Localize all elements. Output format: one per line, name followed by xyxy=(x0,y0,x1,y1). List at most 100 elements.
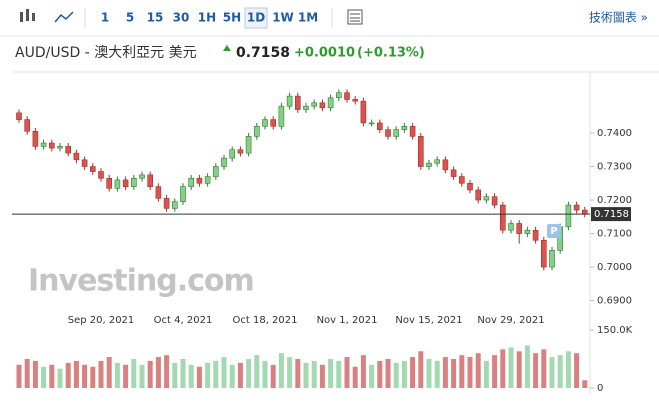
candle-body xyxy=(73,152,80,161)
candle-body xyxy=(581,209,588,215)
volume-bar xyxy=(278,353,284,388)
candle-body xyxy=(65,146,71,154)
volume-bar xyxy=(196,366,202,388)
x-tick-label: Nov 1, 2021 xyxy=(317,315,378,326)
candle-body xyxy=(98,171,104,179)
volume-bar xyxy=(131,359,137,388)
volume-bar xyxy=(98,360,104,388)
volume-bar xyxy=(434,360,440,388)
volume-bar xyxy=(303,362,309,388)
volume-bar xyxy=(516,351,522,388)
volume-bar xyxy=(352,366,358,388)
candle-body xyxy=(335,92,342,99)
current-price-label: 0.7158 xyxy=(594,209,629,220)
volume-bar xyxy=(360,355,366,388)
candle-body xyxy=(57,146,63,149)
interval-button[interactable]: 5H xyxy=(223,11,241,25)
y2-tick-label: 0 xyxy=(597,383,603,394)
y-tick-label: 0.7000 xyxy=(597,262,632,273)
candle-body xyxy=(467,182,473,191)
volume-bar xyxy=(369,364,375,388)
candle-body xyxy=(131,177,137,187)
candle-body xyxy=(229,149,235,159)
volume-bar xyxy=(467,357,473,388)
volume-bar xyxy=(213,360,219,388)
candle-body xyxy=(442,159,449,171)
volume-bar xyxy=(344,357,350,388)
volume-bar xyxy=(155,357,161,388)
candle-body xyxy=(262,119,268,127)
volume-bar xyxy=(401,360,407,388)
volume-bar xyxy=(508,347,514,388)
volume-bar xyxy=(147,360,153,388)
interval-button[interactable]: 30 xyxy=(173,11,190,25)
candle-body xyxy=(540,239,547,268)
candle-body xyxy=(573,204,580,211)
candle-body xyxy=(24,119,31,132)
interval-button[interactable]: 5 xyxy=(126,11,134,25)
volume-bar xyxy=(114,362,120,388)
volume-bar xyxy=(492,355,498,388)
table-icon[interactable] xyxy=(347,9,363,25)
volume-bar xyxy=(16,364,22,388)
marker-box xyxy=(547,224,561,238)
candle-body xyxy=(450,169,457,177)
volume-bar xyxy=(565,351,571,388)
candle-body xyxy=(40,142,47,147)
volume-bar xyxy=(49,364,55,388)
candle-body xyxy=(196,177,203,184)
volume-bar xyxy=(541,349,547,388)
line-icon[interactable] xyxy=(54,11,74,23)
candle-body xyxy=(524,229,531,234)
volume-bar xyxy=(426,359,432,388)
interval-button[interactable]: 1D xyxy=(247,11,265,25)
up-arrow xyxy=(223,45,231,51)
volume-bar xyxy=(500,349,506,388)
candle-body xyxy=(286,95,293,107)
candle-body xyxy=(401,125,408,130)
interval-button[interactable]: 15 xyxy=(147,11,164,25)
interval-button[interactable]: 1H xyxy=(198,11,216,25)
interval-button[interactable]: 1M xyxy=(298,11,318,25)
volume-bar xyxy=(311,360,317,388)
change-percent: (+0.13%) xyxy=(357,46,425,61)
candle-body xyxy=(213,166,219,177)
candle-icon[interactable] xyxy=(20,9,35,22)
candle-body xyxy=(270,119,277,127)
candle-body xyxy=(106,177,112,189)
volume-bar xyxy=(82,364,88,388)
candle-body xyxy=(532,229,539,241)
volume-bar xyxy=(377,360,383,388)
y-tick-label: 0.7200 xyxy=(597,195,632,206)
candle-body xyxy=(385,129,391,137)
candle-body xyxy=(376,122,383,130)
y-tick-label: 0.7300 xyxy=(597,162,632,173)
candle-body xyxy=(245,136,252,154)
candle-body xyxy=(16,112,22,120)
candle-body xyxy=(188,177,194,187)
candle-body xyxy=(139,174,145,179)
interval-button[interactable]: 1 xyxy=(101,11,109,25)
volume-bar xyxy=(32,360,38,388)
volume-bar xyxy=(41,366,47,388)
volume-bar xyxy=(106,357,112,388)
volume-bar xyxy=(483,360,489,388)
volume-bar xyxy=(533,353,539,388)
candle-body xyxy=(294,95,301,110)
volume-bar xyxy=(410,357,416,388)
candle-body xyxy=(327,97,334,109)
volume-bar xyxy=(237,362,243,388)
volume-bar xyxy=(229,364,235,388)
volume-bar xyxy=(385,359,391,388)
volume-bar xyxy=(57,368,63,388)
volume-bar xyxy=(442,357,448,388)
interval-button[interactable]: 1W xyxy=(272,11,294,25)
candle-body xyxy=(360,100,367,124)
volume-bar xyxy=(164,355,170,388)
tech-chart-link[interactable]: 技術圖表 » xyxy=(589,11,648,25)
volume-bar xyxy=(205,362,211,388)
volume-bar xyxy=(180,359,186,388)
y-tick-label: 0.7100 xyxy=(597,229,632,240)
candle-body xyxy=(426,162,432,167)
candle-body xyxy=(155,186,162,199)
